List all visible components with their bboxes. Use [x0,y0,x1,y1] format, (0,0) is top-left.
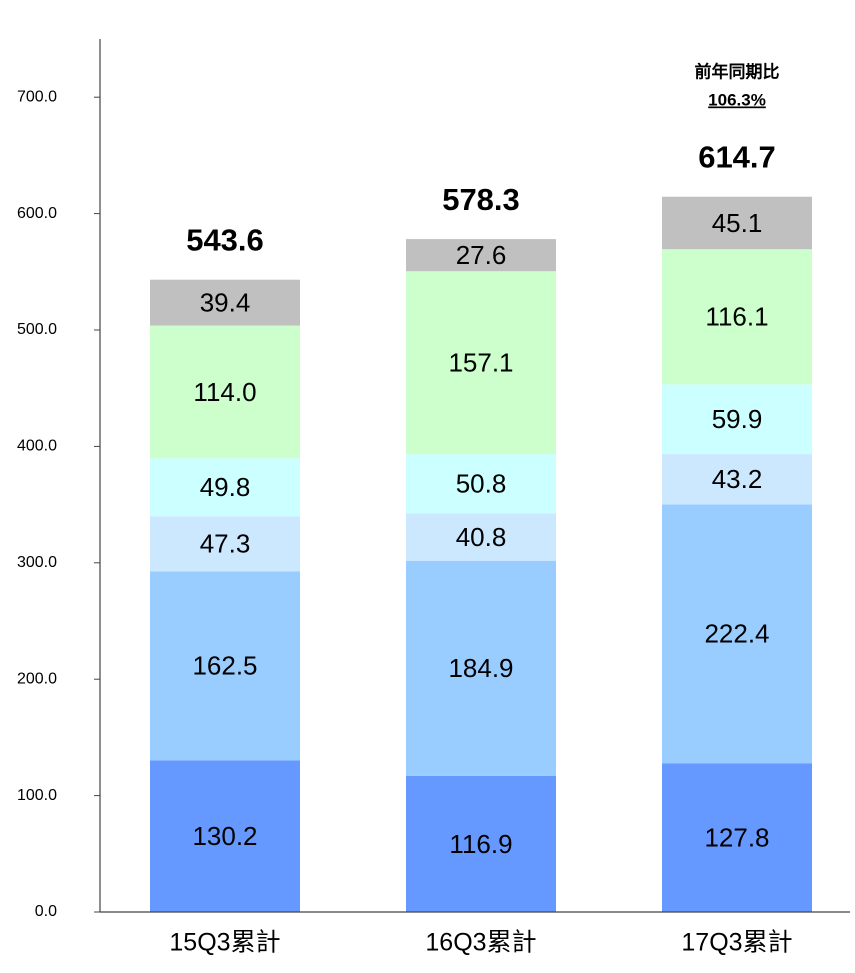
segment-label: 162.5 [192,651,257,681]
bar-segment [406,775,556,912]
bar-segment [406,513,556,561]
bar-segment [406,560,556,776]
y-tick-label: 100.0 [17,787,57,804]
y-tick-label: 400.0 [17,438,57,455]
bar-segment [150,516,300,572]
bar-segment [662,454,812,505]
segment-label: 184.9 [448,653,513,683]
segment-label: 130.2 [192,821,257,851]
total-label: 614.7 [698,140,776,175]
bar-segment [662,384,812,455]
bar-segment [150,279,300,326]
annotation-title: 前年同期比 [695,61,780,81]
bar-segment [662,249,812,385]
bar-segment [150,325,300,459]
bar-segment [406,239,556,272]
y-tick-label: 0.0 [35,903,57,920]
segment-label: 157.1 [448,348,513,378]
y-tick-label: 600.0 [17,205,57,222]
y-tick-label: 300.0 [17,554,57,571]
total-label: 543.6 [186,222,264,257]
segment-label: 39.4 [200,288,251,318]
x-tick-label: 17Q3累計 [681,929,792,957]
bar-segment [662,196,812,250]
bar-segment [150,571,300,761]
bar-segment [150,458,300,517]
segment-label: 43.2 [712,464,763,494]
bar-segment [662,504,812,764]
segment-label: 127.8 [704,822,769,852]
segment-label: 59.9 [712,404,763,434]
segment-label: 49.8 [200,472,251,502]
segment-label: 50.8 [456,469,507,499]
segment-label: 222.4 [704,619,769,649]
total-label: 578.3 [442,182,520,217]
bar-segment [150,760,300,912]
y-tick-label: 200.0 [17,670,57,687]
segment-label: 114.0 [193,377,256,407]
y-tick-label: 500.0 [17,321,57,338]
segment-label: 116.9 [449,829,512,859]
bar-segment [406,271,556,455]
segment-label: 40.8 [456,522,507,552]
x-tick-label: 16Q3累計 [425,929,536,957]
segment-label: 116.1 [705,302,768,332]
x-tick-label: 15Q3累計 [169,929,280,957]
segment-label: 45.1 [712,208,763,238]
bar-segment [662,763,812,912]
segment-label: 47.3 [200,529,251,559]
segment-label: 27.6 [456,240,507,270]
y-tick-label: 700.0 [17,88,57,105]
annotation-value: 106.3% [708,90,766,109]
bar-segment [406,454,556,514]
